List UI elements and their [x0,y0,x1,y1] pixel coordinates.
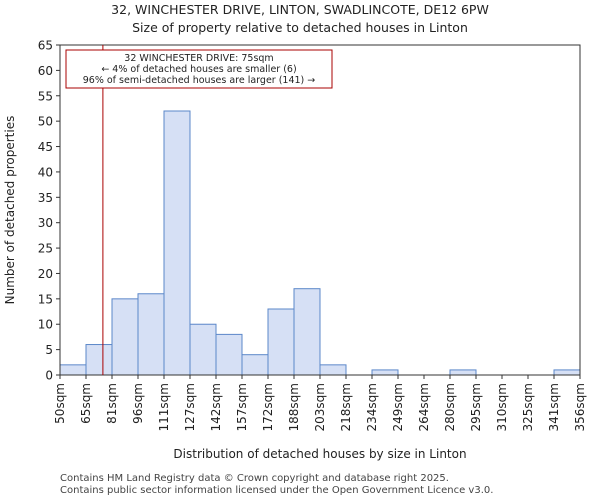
annotation-line-1: 32 WINCHESTER DRIVE: 75sqm [124,53,273,64]
x-tick-label: 341sqm [547,383,561,431]
annotation-box: 32 WINCHESTER DRIVE: 75sqm ← 4% of detac… [65,49,333,89]
y-tick-label: 15 [38,292,53,306]
y-axis-label: Number of detached properties [3,116,17,305]
y-tick-label: 20 [38,267,53,281]
bar [293,288,321,376]
bar [241,354,269,376]
x-tick-label: 50sqm [53,383,67,424]
y-axis-ticks: 0 5 10 15 20 25 30 35 40 45 50 55 60 65 [38,39,60,383]
bar [215,333,243,376]
bar [163,110,191,376]
footer-line-1: Contains HM Land Registry data © Crown c… [60,473,449,484]
y-tick-label: 0 [45,369,53,383]
x-tick-label: 65sqm [79,383,93,424]
bar [137,293,165,376]
x-tick-label: 325sqm [521,383,535,431]
bars-group [59,110,581,376]
y-tick-label: 25 [38,242,53,256]
x-tick-label: 188sqm [287,383,301,431]
x-tick-label: 81sqm [105,383,119,424]
x-tick-label: 142sqm [209,383,223,431]
x-tick-label: 111sqm [157,383,171,431]
y-tick-label: 50 [38,115,53,129]
x-tick-label: 356sqm [573,383,587,431]
y-tick-label: 30 [38,216,53,230]
bar [553,369,581,376]
annotation-frame [65,49,333,89]
y-tick-label: 60 [38,64,53,78]
bar [319,364,347,376]
annotation-line-2: ← 4% of detached houses are smaller (6) [101,64,296,75]
y-tick-label: 65 [38,39,53,53]
x-tick-label: 172sqm [261,383,275,431]
chart-title: 32, WINCHESTER DRIVE, LINTON, SWADLINCOT… [111,2,489,17]
bar [189,323,217,376]
bar [267,308,295,376]
x-tick-label: 264sqm [417,383,431,431]
histogram-chart: 32, WINCHESTER DRIVE, LINTON, SWADLINCOT… [3,2,587,461]
x-tick-label: 295sqm [469,383,483,431]
x-tick-label: 280sqm [443,383,457,431]
y-tick-label: 45 [38,140,53,154]
bar [59,364,87,376]
y-tick-label: 5 [45,343,53,357]
bar [371,369,399,376]
annotation-line-3: 96% of semi-detached houses are larger (… [83,75,316,86]
x-tick-label: 249sqm [391,383,405,431]
x-tick-label: 218sqm [339,383,353,431]
bar [111,298,139,376]
x-tick-label: 96sqm [131,383,145,424]
x-axis-ticks: 50sqm 65sqm 81sqm 96sqm 111sqm 127sqm 142sqm 15… [53,375,587,431]
y-tick-label: 55 [38,89,53,103]
y-tick-label: 10 [38,318,53,332]
y-tick-label: 40 [38,165,53,179]
bar [85,344,113,376]
chart-subtitle: Size of property relative to detached ho… [132,20,468,35]
plot-frame [59,44,581,376]
footer-line-2: Contains public sector information licen… [60,485,494,496]
x-tick-label: 310sqm [495,383,509,431]
x-axis-label: Distribution of detached houses by size … [173,447,466,461]
x-tick-label: 127sqm [183,383,197,431]
y-tick-label: 35 [38,191,53,205]
bar [449,369,477,376]
x-tick-label: 157sqm [235,383,249,431]
x-tick-label: 203sqm [313,383,327,431]
x-tick-label: 234sqm [365,383,379,431]
